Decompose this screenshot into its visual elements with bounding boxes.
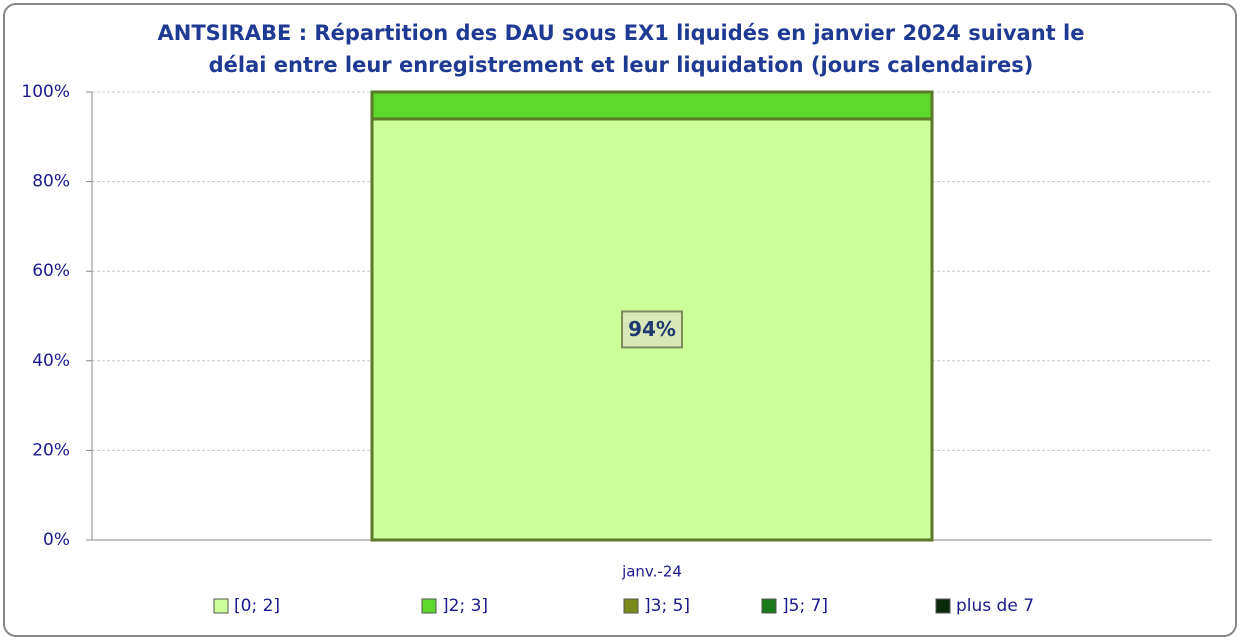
legend-label: [0; 2] [234, 596, 280, 616]
bar-segment [370, 90, 934, 121]
x-tick-label: janv.-24 [621, 563, 682, 581]
y-tick-label: 0% [43, 530, 70, 550]
legend-swatch [935, 598, 951, 614]
legend-label: ]5; 7] [782, 596, 828, 616]
legend-swatch [421, 598, 437, 614]
y-tick-label: 20% [32, 440, 70, 460]
legend-label: plus de 7 [956, 596, 1034, 616]
chart-title: ANTSIRABE : Répartition des DAU sous EX1… [158, 21, 1085, 45]
legend-label: ]2; 3] [442, 596, 488, 616]
y-tick-label: 60% [32, 261, 70, 281]
legend-label: ]3; 5] [644, 596, 690, 616]
data-label-box [621, 310, 683, 349]
chart-title: délai entre leur enregistrement et leur … [209, 53, 1034, 77]
legend-swatch [761, 598, 777, 614]
y-tick-label: 100% [21, 82, 70, 102]
y-tick-label: 40% [32, 351, 70, 371]
y-tick-label: 80% [32, 172, 70, 192]
legend-swatch [623, 598, 639, 614]
legend-swatch [213, 598, 229, 614]
data-label: 94% [628, 317, 676, 341]
